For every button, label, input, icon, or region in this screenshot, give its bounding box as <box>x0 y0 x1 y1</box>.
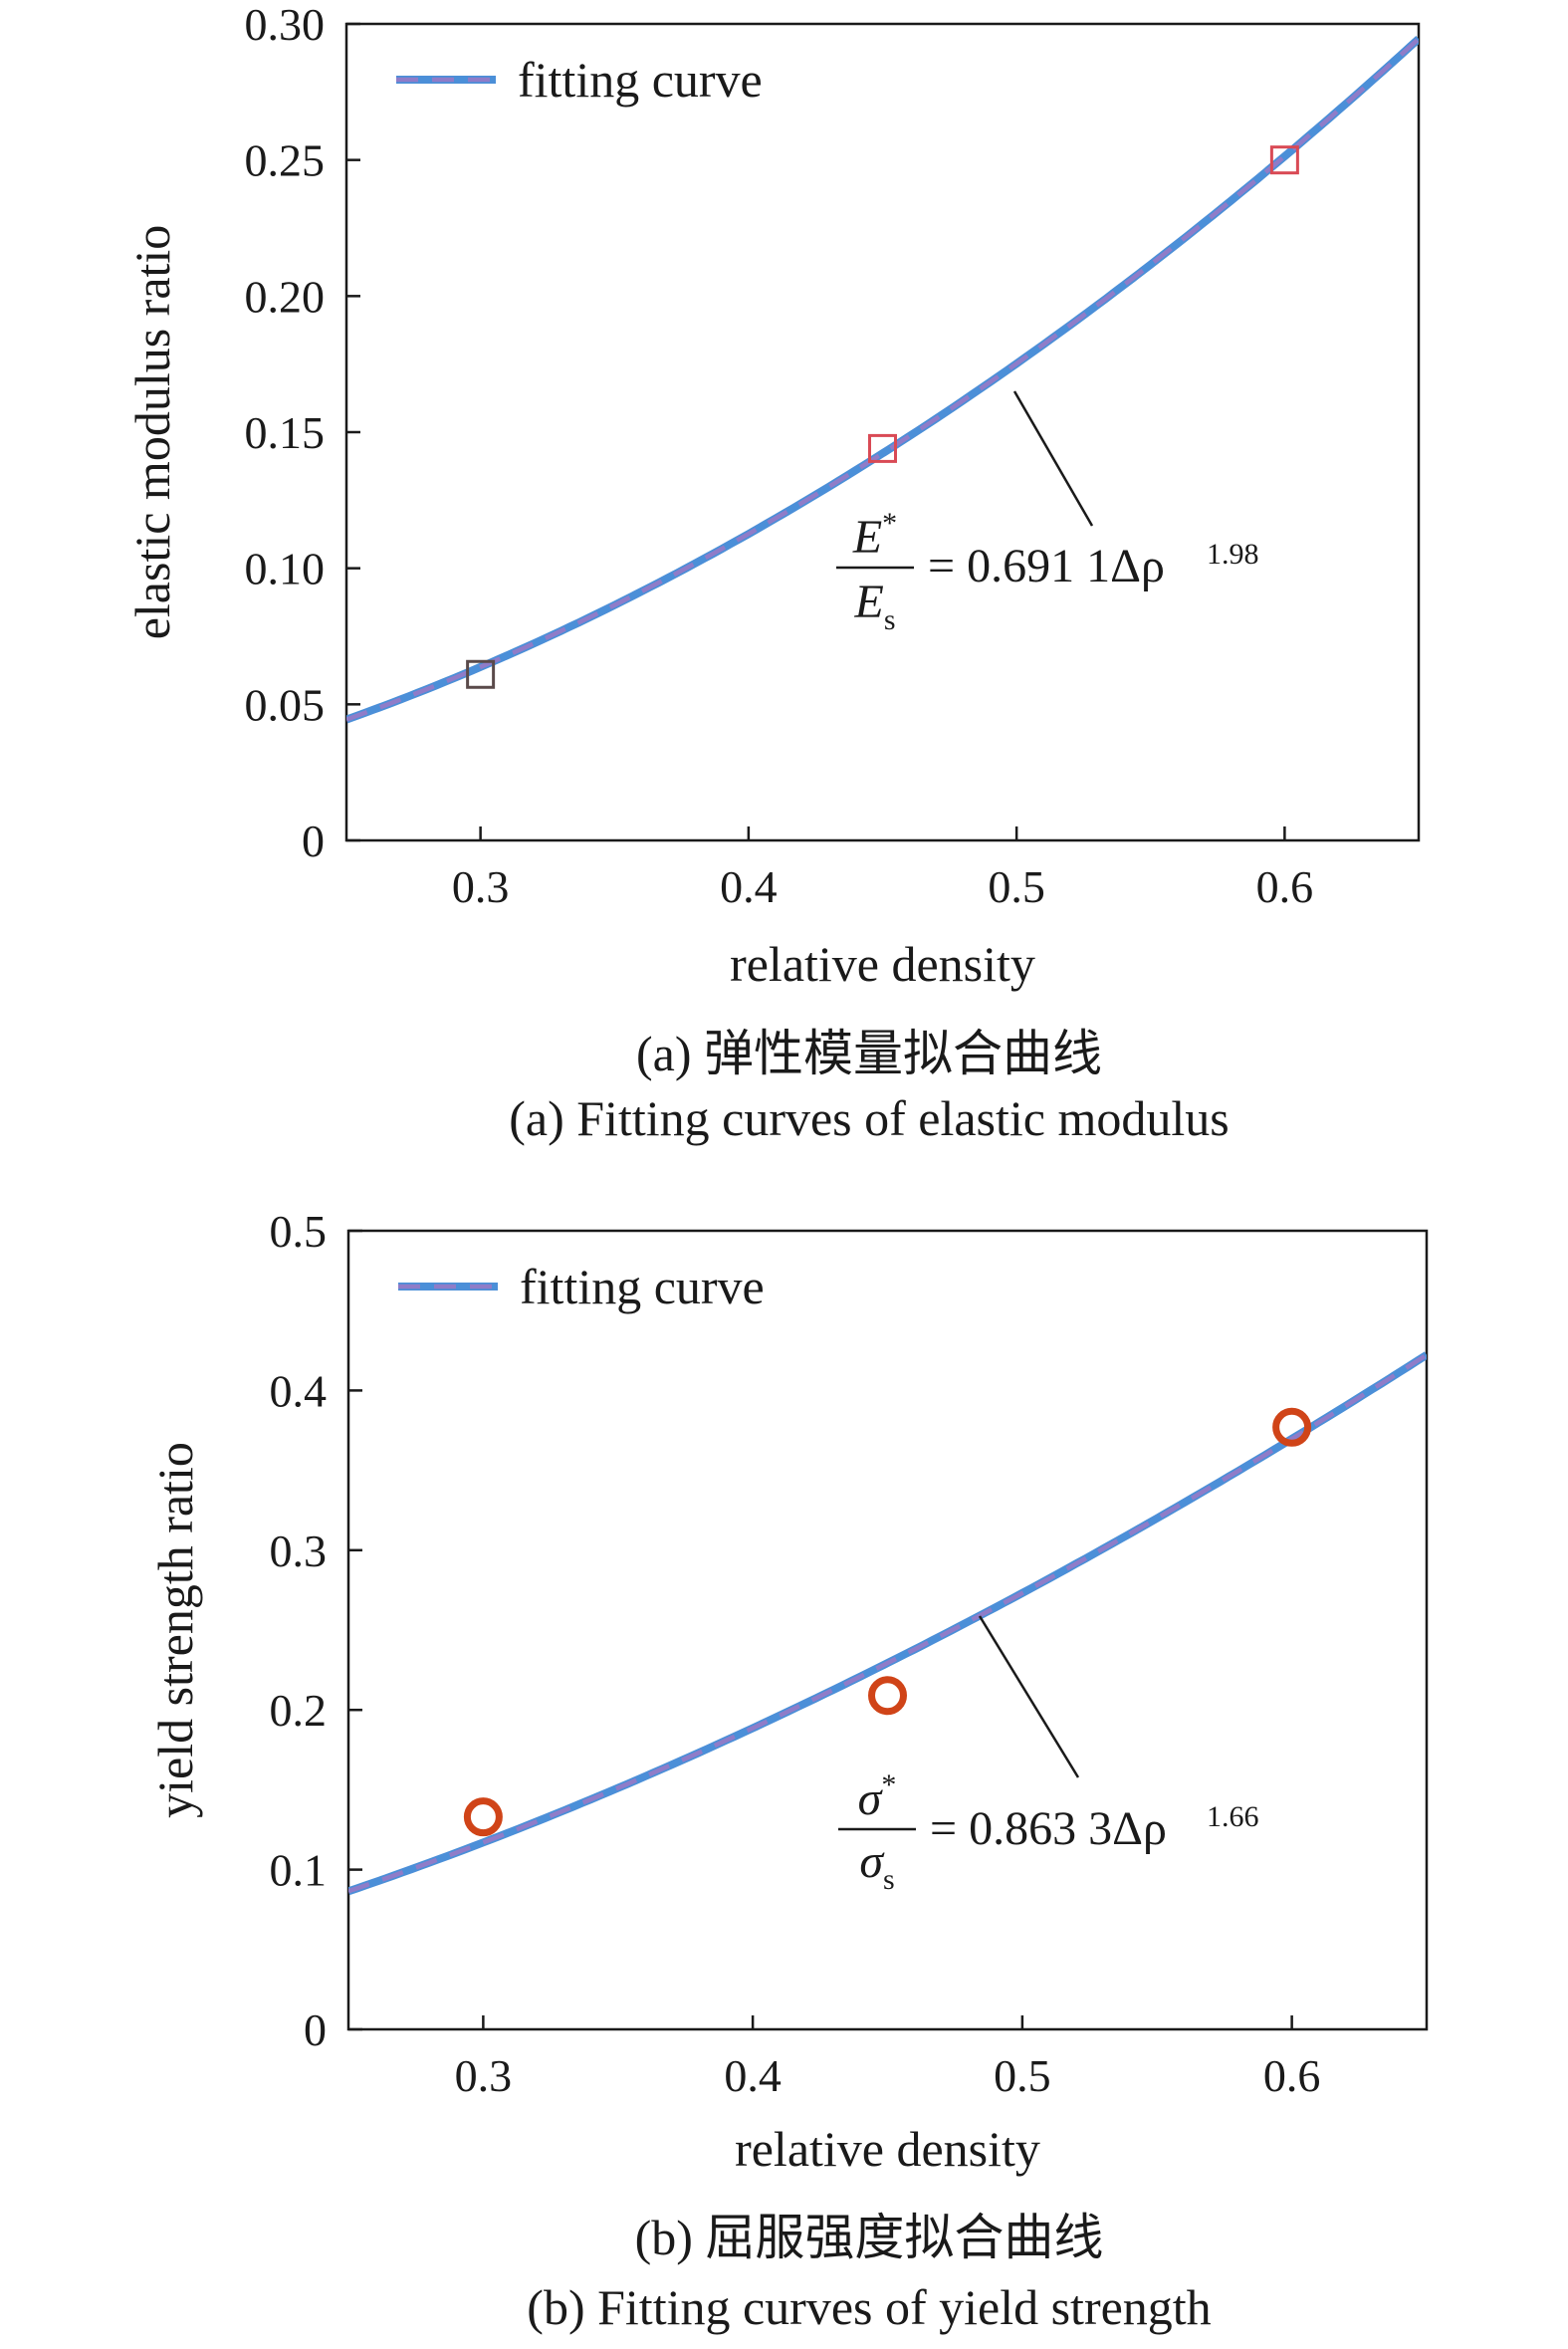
y-tick-label: 0.05 <box>245 679 326 730</box>
y-axis-label: yield strength ratio <box>147 1442 203 1818</box>
y-tick-label: 0.20 <box>245 271 326 322</box>
x-axis-label: relative density <box>730 936 1035 992</box>
caption-english: (b) Fitting curves of yield strength <box>527 2279 1211 2335</box>
data-point-circle <box>1272 1407 1312 1447</box>
legend-label: fitting curve <box>520 1259 765 1314</box>
data-point-square <box>1269 145 1299 175</box>
y-tick-label: 0.4 <box>270 1365 328 1416</box>
y-tick-label: 0.2 <box>270 1685 328 1736</box>
equation-denominator: σs <box>859 1835 894 1896</box>
equation-rhs: = 0.691 1Δρ <box>928 540 1165 592</box>
caption-english: (a) Fitting curves of elastic modulus <box>509 1090 1229 1146</box>
data-point-circle <box>868 1676 907 1716</box>
x-tick-label: 0.5 <box>994 2050 1051 2101</box>
x-tick-label: 0.4 <box>720 861 778 912</box>
equation-rhs: = 0.863 3Δρ <box>930 1802 1167 1855</box>
numerator-symbol: σ <box>858 1772 884 1825</box>
legend-label: fitting curve <box>518 52 763 108</box>
equation-exponent: 1.66 <box>1207 1800 1259 1833</box>
plot-frame <box>346 1229 1429 2031</box>
denominator-subscript: s <box>884 603 896 636</box>
numerator-superscript: * <box>881 1768 896 1801</box>
data-point-square <box>466 659 496 689</box>
data-point-square <box>868 433 897 463</box>
y-tick-label: 0 <box>302 816 325 866</box>
equation-numerator: E* <box>852 507 897 564</box>
numerator-superscript: * <box>882 507 897 540</box>
data-point-circle <box>463 1797 503 1837</box>
fitting-curve-line <box>348 1351 1427 1896</box>
y-tick-label: 0.5 <box>270 1206 328 1257</box>
y-tick-label: 0.30 <box>245 0 326 50</box>
caption-chinese: (b) 屈服强度拟合曲线 <box>635 2210 1104 2265</box>
y-tick-label: 0.25 <box>245 135 326 186</box>
equation-numerator: σ* <box>858 1768 897 1825</box>
fitting-curve-dash <box>348 1352 1427 1894</box>
plot-frame <box>344 22 1421 842</box>
fitting-curve-dash <box>346 37 1419 722</box>
y-tick-label: 0.3 <box>270 1526 328 1576</box>
x-tick-label: 0.5 <box>988 861 1045 912</box>
numerator-symbol: E <box>852 511 882 564</box>
panel-b: 0.3 0.4 0.5 0.6 0 0.1 0.2 0.3 0.4 0.5 relative den… <box>147 1206 1429 2335</box>
x-tick-label: 0.6 <box>1256 861 1314 912</box>
equation-denominator: Es <box>853 576 895 636</box>
y-tick-label: 0 <box>304 2004 327 2055</box>
caption-chinese: (a) 弹性模量拟合曲线 <box>636 1026 1102 1081</box>
annotation-leader-line <box>1012 390 1094 527</box>
x-axis-label: relative density <box>735 2121 1040 2177</box>
x-tick-label: 0.4 <box>724 2050 782 2101</box>
denominator-symbol: E <box>853 576 883 628</box>
denominator-subscript: s <box>883 1863 895 1896</box>
annotation-leader-line <box>978 1615 1080 1778</box>
equation-exponent: 1.98 <box>1207 538 1259 571</box>
y-tick-label: 0.15 <box>245 407 326 458</box>
x-tick-label: 0.3 <box>452 861 510 912</box>
x-tick-label: 0.3 <box>455 2050 513 2101</box>
denominator-symbol: σ <box>859 1835 885 1888</box>
y-axis-label: elastic modulus ratio <box>124 225 180 640</box>
panel-a: 0.3 0.4 0.5 0.6 0 0.05 0.10 0.15 0.20 0.25 0.30 rel… <box>124 0 1421 1146</box>
y-tick-label: 0.1 <box>270 1845 328 1896</box>
x-tick-label: 0.6 <box>1263 2050 1321 2101</box>
y-tick-label: 0.10 <box>245 544 326 594</box>
